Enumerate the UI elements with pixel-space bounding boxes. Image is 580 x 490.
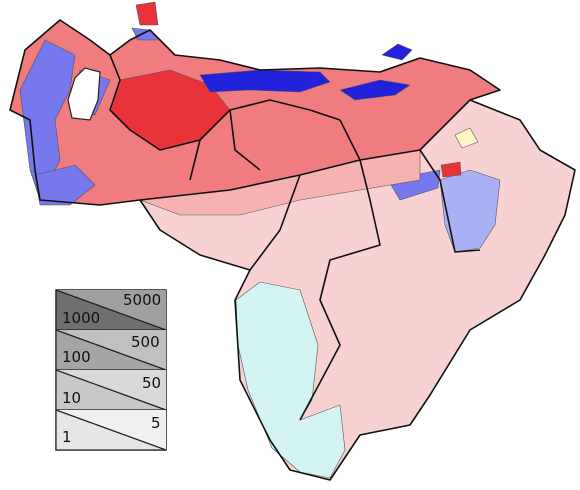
- legend-row-1-high: 5000: [123, 291, 161, 309]
- legend-row-3-low: 10: [62, 389, 81, 407]
- east-yellow-region: [454, 127, 479, 149]
- inner-borders: [139, 99, 481, 421]
- eastern-blue-region: [439, 169, 501, 253]
- state-borders: [9, 19, 576, 481]
- density-legend: 1000 5000 100 500 10 50 1 5: [55, 289, 167, 451]
- legend-row-1-low: 1000: [62, 309, 100, 327]
- legend-row-2-low: 100: [62, 348, 91, 366]
- legend-row-2-high: 500: [131, 333, 160, 351]
- top-red-tip: [135, 1, 159, 26]
- north-inner-borders: [109, 54, 361, 181]
- lake: [67, 67, 101, 121]
- north-coast-blue-1: [199, 69, 331, 93]
- southwest-blue-region: [34, 164, 96, 206]
- east-red-patch: [440, 161, 462, 178]
- southwest-region: [235, 281, 346, 479]
- island-blue: [381, 43, 413, 61]
- north-coast-blue-2: [339, 79, 411, 101]
- legend-row-4-low: 1: [62, 428, 72, 446]
- legend-row-4-high: 5: [151, 414, 161, 432]
- legend-row-3-high: 50: [142, 374, 161, 392]
